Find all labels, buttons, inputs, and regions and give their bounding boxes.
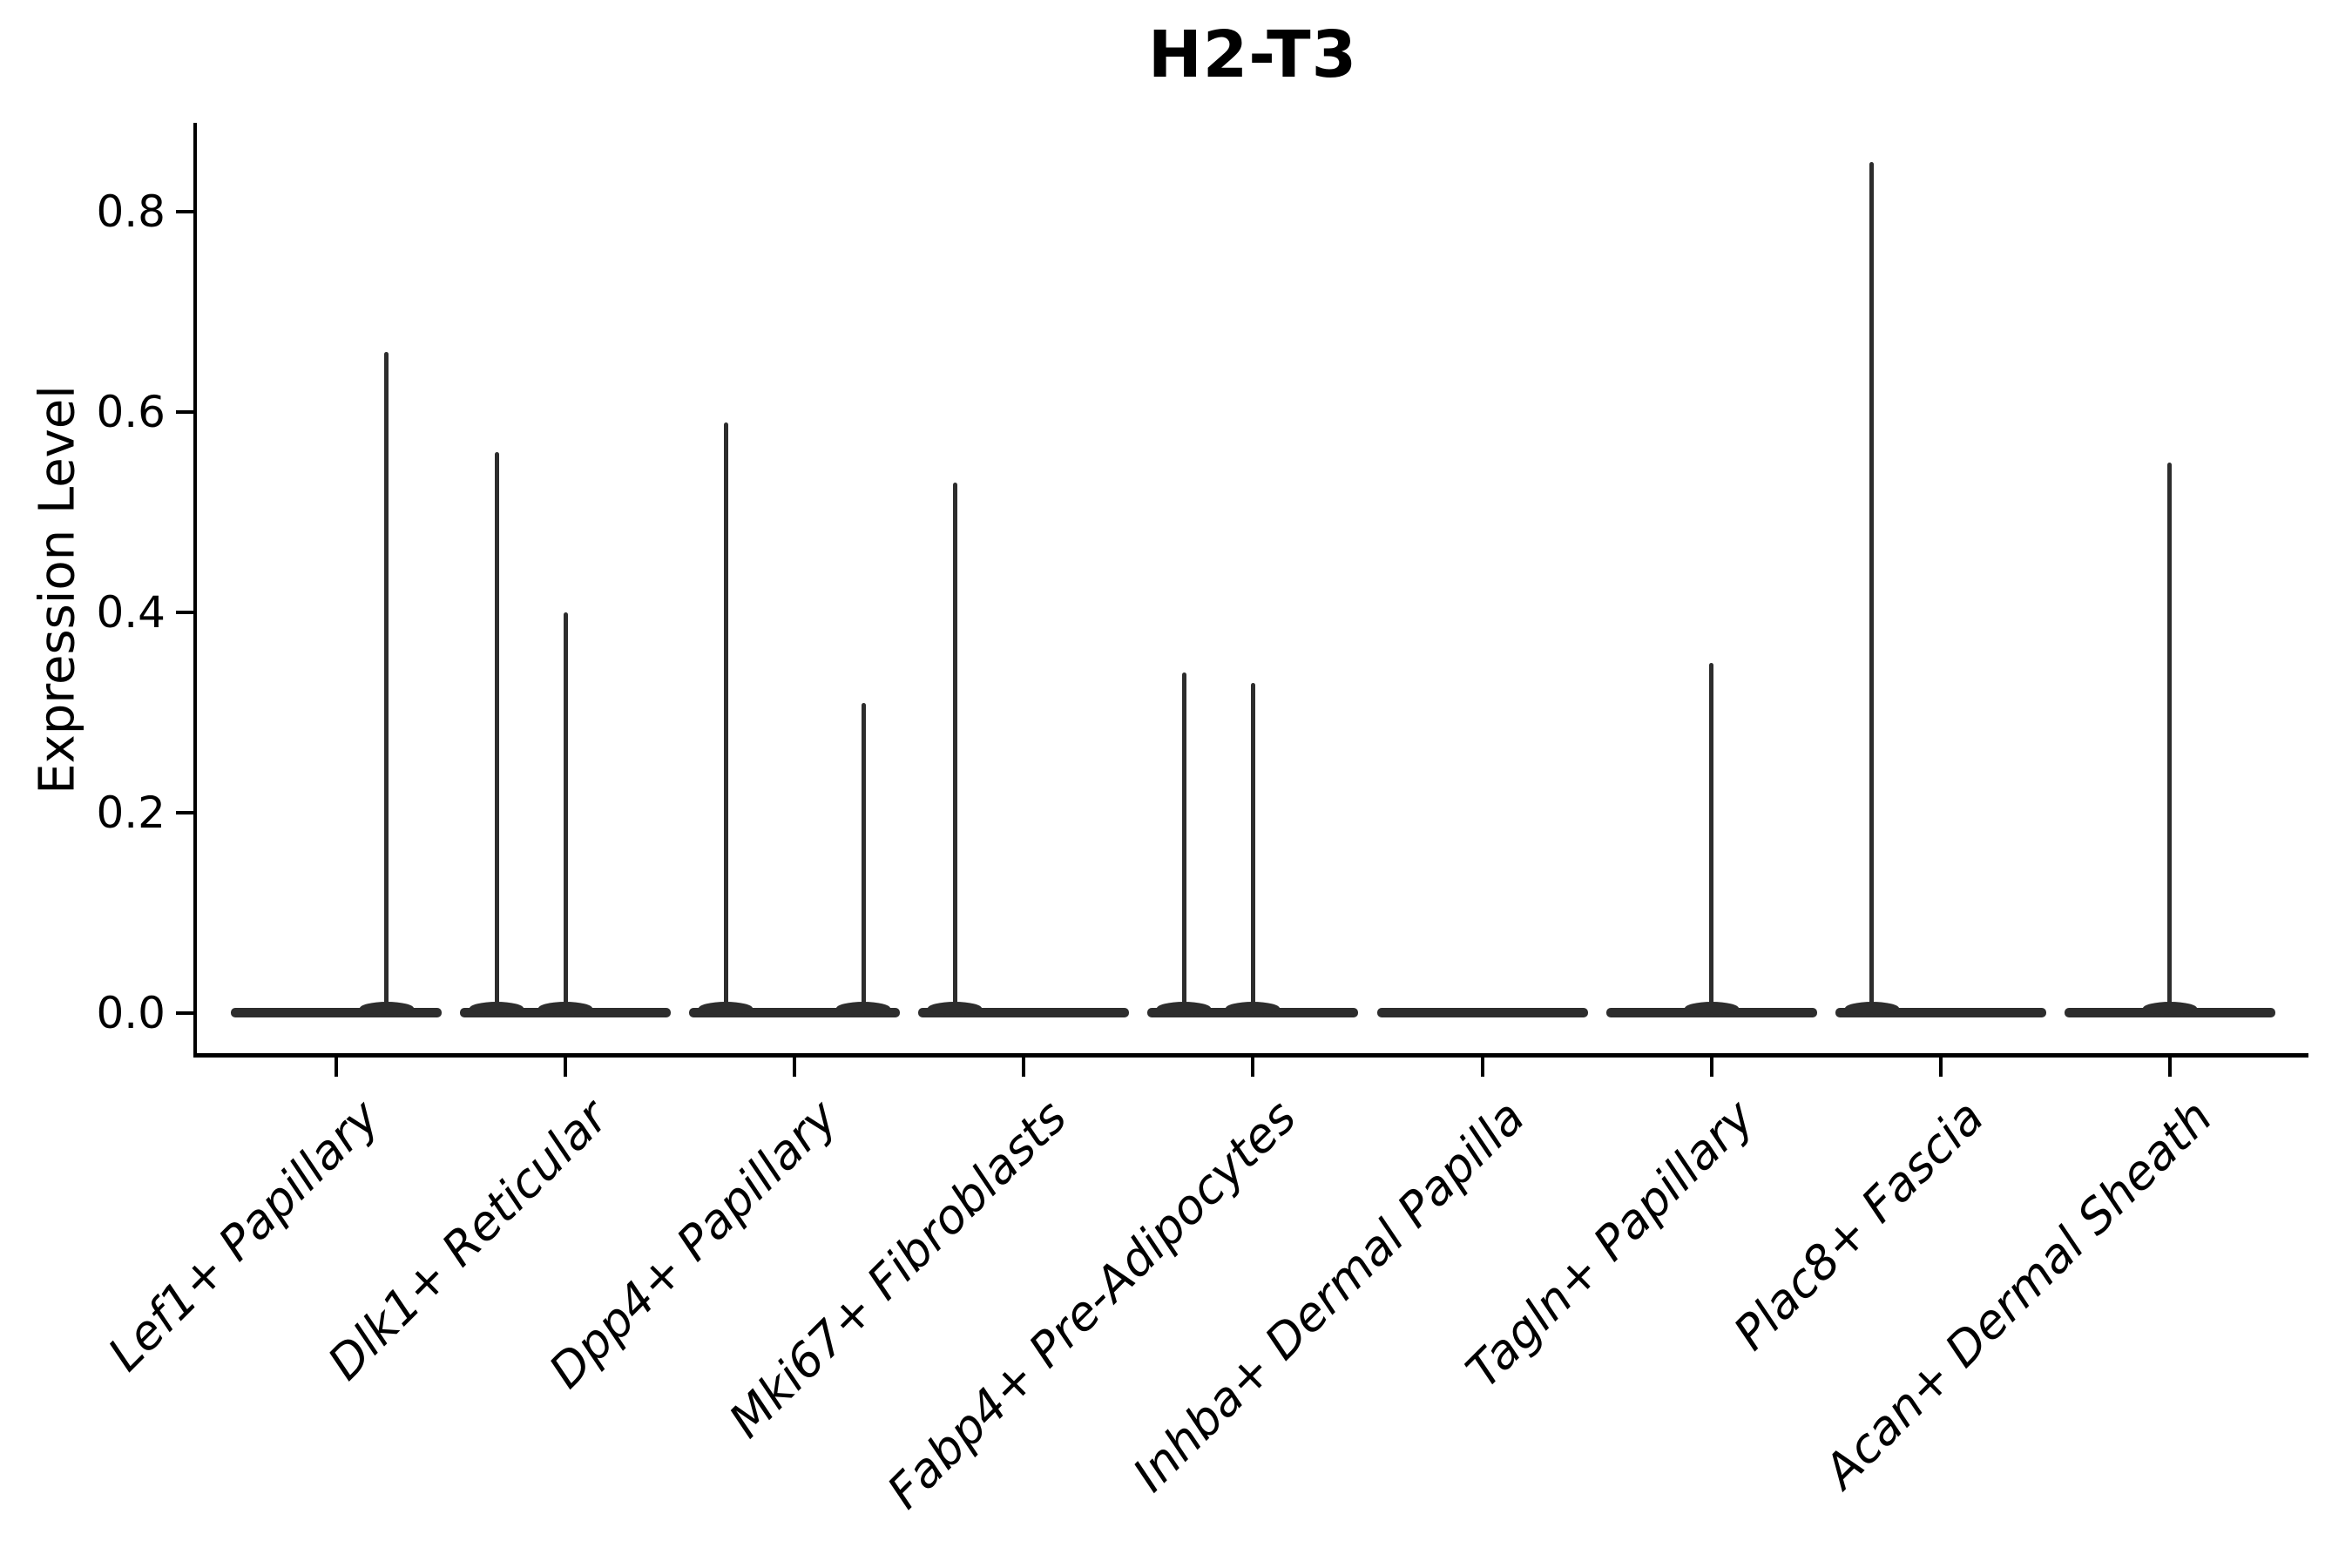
violin-spike	[2167, 462, 2173, 1013]
violin-baseline	[1835, 1008, 2046, 1017]
violin-spike	[1181, 672, 1186, 1013]
violin-baseline	[689, 1008, 901, 1017]
x-tick	[1022, 1058, 1026, 1077]
x-tick	[2167, 1058, 2172, 1077]
violin-baseline	[1376, 1008, 1588, 1017]
violin-spike	[952, 482, 957, 1013]
y-tick	[176, 611, 193, 614]
x-tick	[1480, 1058, 1484, 1077]
violin-spike	[1869, 161, 1875, 1013]
y-tick	[176, 210, 193, 213]
violin-spike	[861, 702, 866, 1013]
y-tick	[176, 410, 193, 414]
y-tick-label: 0.4	[96, 587, 166, 638]
violin-spike	[563, 612, 568, 1013]
x-tick	[335, 1058, 338, 1077]
y-tick	[176, 811, 193, 814]
x-tick-label: Acan+ Dermal Sheath	[1814, 1089, 2223, 1499]
violin-baseline	[231, 1008, 442, 1017]
violin-baseline	[918, 1008, 1130, 1017]
x-tick	[564, 1058, 568, 1077]
x-tick-label: Fabp4+ Pre-Adipocytes	[876, 1089, 1307, 1519]
violin-spike	[723, 422, 728, 1013]
x-tick	[1251, 1058, 1255, 1077]
y-tick-label: 0.2	[96, 787, 166, 838]
violin-spike	[494, 452, 499, 1013]
x-axis-line	[193, 1053, 2308, 1058]
x-tick	[1938, 1058, 1943, 1077]
violin-spike	[1250, 682, 1255, 1013]
y-tick-label: 0.6	[96, 387, 166, 437]
y-tick-label: 0.0	[96, 988, 166, 1038]
violin-spike	[384, 352, 389, 1013]
y-tick-label: 0.8	[96, 186, 166, 237]
x-tick	[793, 1058, 797, 1077]
chart-title: H2-T3	[1147, 17, 1358, 92]
x-tick-label: Inhba+ Dermal Papilla	[1122, 1089, 1536, 1503]
violin-spike	[1709, 662, 1714, 1013]
x-tick	[1709, 1058, 1713, 1077]
y-axis-spine	[193, 123, 197, 1057]
y-tick	[176, 1011, 193, 1015]
